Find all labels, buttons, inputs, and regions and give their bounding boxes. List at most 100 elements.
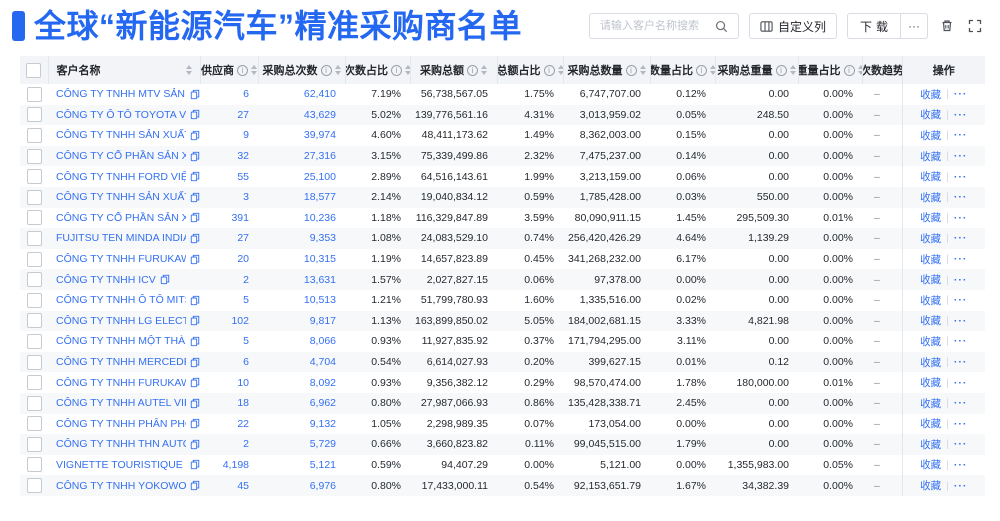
info-icon[interactable]: i <box>625 64 637 76</box>
copy-icon[interactable] <box>190 89 200 100</box>
row-checkbox[interactable] <box>26 416 42 432</box>
row-more-button[interactable]: ··· <box>953 417 968 430</box>
copy-icon[interactable] <box>190 459 200 470</box>
select-all-checkbox[interactable] <box>26 62 42 78</box>
column-header-amount_pct[interactable]: 总额占比 i <box>497 56 564 84</box>
copy-icon[interactable] <box>190 480 200 491</box>
customer-name-link[interactable]: CÔNG TY TNHH FURUKAWA A... <box>56 376 186 389</box>
column-header-name[interactable]: 客户名称 <box>48 56 201 84</box>
row-more-button[interactable]: ··· <box>953 273 968 286</box>
customer-name-link[interactable]: CÔNG TY CỔ PHẦN SẢN XUẤT... <box>56 211 186 224</box>
column-header-total_count[interactable]: 采购总次数 i <box>258 56 346 84</box>
download-button[interactable]: 下载 <box>846 13 901 39</box>
row-checkbox[interactable] <box>26 127 42 143</box>
copy-icon[interactable] <box>190 151 200 162</box>
favorite-button[interactable]: 收藏 <box>920 459 942 472</box>
customer-name-link[interactable]: CÔNG TY TNHH PHÂN PHỐI T... <box>56 417 186 430</box>
copy-icon[interactable] <box>190 109 200 120</box>
customer-name-link[interactable]: CÔNG TY TNHH FORD VIỆT NAM <box>56 170 186 183</box>
info-icon[interactable]: i <box>775 64 787 76</box>
favorite-button[interactable]: 收藏 <box>920 212 942 225</box>
customer-name-link[interactable]: CÔNG TY Ô TÔ TOYOTA VIỆT ... <box>56 108 186 121</box>
customer-name-link[interactable]: CÔNG TY TNHH FURUKAWA A... <box>56 253 186 266</box>
row-checkbox[interactable] <box>26 395 42 411</box>
row-more-button[interactable]: ··· <box>953 129 968 142</box>
customer-name-link[interactable]: CÔNG TY TNHH SẢN XUẤT VÀ ... <box>56 129 186 142</box>
row-checkbox[interactable] <box>26 272 42 288</box>
customer-name-link[interactable]: CÔNG TY TNHH AUTEL VIỆT N... <box>56 397 186 410</box>
copy-icon[interactable] <box>190 233 200 244</box>
column-header-supplier[interactable]: 供应商 i <box>200 56 259 84</box>
customer-name-link[interactable]: CÔNG TY TNHH LG ELECTRON... <box>56 314 186 327</box>
info-icon[interactable]: i <box>843 64 855 76</box>
copy-icon[interactable] <box>190 398 200 409</box>
row-checkbox[interactable] <box>26 292 42 308</box>
row-more-button[interactable]: ··· <box>953 438 968 451</box>
row-checkbox[interactable] <box>26 230 42 246</box>
row-checkbox[interactable] <box>26 375 42 391</box>
column-header-weight[interactable]: 采购总重量 i <box>715 56 799 84</box>
favorite-button[interactable]: 收藏 <box>920 438 942 451</box>
search-icon[interactable] <box>713 18 730 35</box>
row-checkbox[interactable] <box>26 107 42 123</box>
favorite-button[interactable]: 收藏 <box>920 315 942 328</box>
customer-name-link[interactable]: CÔNG TY TNHH MỘT THÀNH V... <box>56 335 186 348</box>
row-checkbox[interactable] <box>26 251 42 267</box>
sort-icon[interactable] <box>789 65 796 75</box>
favorite-button[interactable]: 收藏 <box>920 232 942 245</box>
favorite-button[interactable]: 收藏 <box>920 356 942 369</box>
favorite-button[interactable]: 收藏 <box>920 88 942 101</box>
row-checkbox[interactable] <box>26 148 42 164</box>
copy-icon[interactable] <box>190 130 200 141</box>
favorite-button[interactable]: 收藏 <box>920 253 942 266</box>
trash-button[interactable] <box>938 17 956 35</box>
copy-icon[interactable] <box>190 295 200 306</box>
favorite-button[interactable]: 收藏 <box>920 480 942 493</box>
row-more-button[interactable]: ··· <box>953 458 968 471</box>
favorite-button[interactable]: 收藏 <box>920 191 942 204</box>
favorite-button[interactable]: 收藏 <box>920 274 942 287</box>
row-checkbox[interactable] <box>26 169 42 185</box>
row-more-button[interactable]: ··· <box>953 335 968 348</box>
customer-name-link[interactable]: CÔNG TY TNHH YOKOWO VIỆT... <box>56 479 186 492</box>
favorite-button[interactable]: 收藏 <box>920 418 942 431</box>
row-more-button[interactable]: ··· <box>953 397 968 410</box>
copy-icon[interactable] <box>190 336 200 347</box>
copy-icon[interactable] <box>190 212 200 223</box>
copy-icon[interactable] <box>190 439 200 450</box>
download-more-button[interactable]: ··· <box>901 13 928 39</box>
row-checkbox[interactable] <box>26 354 42 370</box>
row-more-button[interactable]: ··· <box>953 232 968 245</box>
sort-icon[interactable] <box>710 65 714 75</box>
favorite-button[interactable]: 收藏 <box>920 294 942 307</box>
copy-icon[interactable] <box>160 274 170 285</box>
fullscreen-button[interactable] <box>966 17 984 35</box>
info-icon[interactable]: i <box>467 64 478 76</box>
favorite-button[interactable]: 收藏 <box>920 377 942 390</box>
row-more-button[interactable]: ··· <box>953 314 968 327</box>
column-header-qty_pct[interactable]: 数量占比 i <box>650 56 716 84</box>
customer-name-link[interactable]: CÔNG TY TNHH ICV <box>56 273 156 286</box>
sort-icon[interactable] <box>481 65 487 75</box>
info-icon[interactable]: i <box>237 64 248 76</box>
customer-search-box[interactable] <box>588 13 739 39</box>
info-icon[interactable]: i <box>391 64 402 76</box>
copy-icon[interactable] <box>190 171 200 182</box>
copy-icon[interactable] <box>190 357 200 368</box>
column-header-count_pct[interactable]: 次数占比 i <box>345 56 411 84</box>
sort-icon[interactable] <box>857 65 861 75</box>
column-header-weight_pct[interactable]: 重量占比 i <box>798 56 863 84</box>
row-more-button[interactable]: ··· <box>953 253 968 266</box>
customer-name-link[interactable]: VIGNETTE TOURISTIQUE G UNI... <box>56 458 186 471</box>
sort-icon[interactable] <box>639 65 646 75</box>
favorite-button[interactable]: 收藏 <box>920 335 942 348</box>
row-more-button[interactable]: ··· <box>953 479 968 492</box>
column-header-amount[interactable]: 采购总额 i <box>410 56 498 84</box>
row-more-button[interactable]: ··· <box>953 150 968 163</box>
favorite-button[interactable]: 收藏 <box>920 109 942 122</box>
row-checkbox[interactable] <box>26 478 42 494</box>
row-more-button[interactable]: ··· <box>953 108 968 121</box>
row-more-button[interactable]: ··· <box>953 211 968 224</box>
row-more-button[interactable]: ··· <box>953 191 968 204</box>
row-checkbox[interactable] <box>26 189 42 205</box>
